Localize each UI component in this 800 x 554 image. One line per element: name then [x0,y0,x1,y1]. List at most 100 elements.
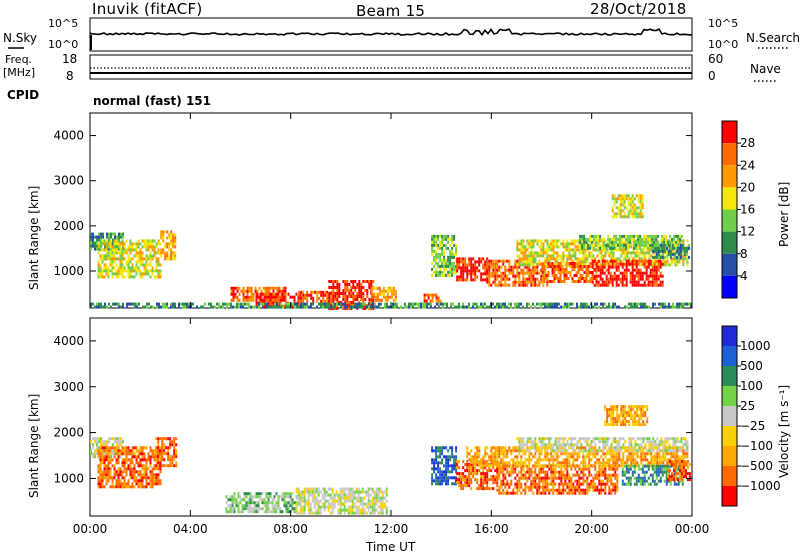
range-cell [268,305,270,309]
range-cell [99,455,102,459]
range-cell [255,504,258,508]
freq-tick-bottom: 8 [66,69,74,83]
range-cell [681,249,684,253]
range-cell [147,245,150,249]
range-cell [629,203,632,207]
range-cell [370,289,373,293]
range-cell [600,251,603,255]
range-cell [297,295,300,299]
range-cell [360,283,363,286]
range-cell [681,246,684,250]
range-cell [666,251,669,255]
range-cell [118,437,120,441]
range-cell [121,485,124,489]
range-cell [534,239,537,243]
range-cell [117,269,120,273]
range-cell [468,472,471,476]
range-cell [328,302,330,306]
range-cell [550,470,553,474]
range-cell [676,260,679,264]
range-cell [512,265,515,269]
range-cell [506,449,509,453]
range-cell [125,239,128,243]
range-cell [653,265,656,269]
range-cell [333,499,336,503]
range-cell [518,274,521,278]
range-cell [348,283,351,286]
range-cell [325,499,328,503]
range-cell [155,452,158,456]
range-cell [651,274,654,278]
range-cell [100,305,102,309]
range-cell [640,263,643,267]
range-cell [564,305,566,309]
range-cell [362,295,365,298]
range-cell [538,464,541,468]
range-cell [173,455,176,459]
range-cell [381,511,384,515]
range-cell [567,262,570,265]
range-cell [103,242,106,246]
range-cell [252,305,254,309]
range-cell [335,493,338,497]
range-cell [528,242,531,246]
range-cell [149,245,152,249]
range-cell [599,237,602,241]
range-cell [299,508,302,512]
range-cell [480,461,483,465]
range-cell [556,257,559,261]
range-cell [92,446,94,450]
range-cell [359,502,362,506]
range-cell [131,485,134,489]
range-cell [322,290,325,294]
range-cell [588,482,591,486]
range-cell [358,286,361,289]
range-cell [208,302,210,306]
range-cell [158,305,160,309]
range-cell [332,289,335,292]
range-cell [145,242,148,246]
range-cell [447,258,450,262]
range-cell [145,266,148,270]
range-cell [160,233,163,237]
range-cell [99,242,102,246]
range-cell [241,504,244,508]
range-cell [480,302,482,306]
range-cell [275,292,278,296]
range-cell [611,259,614,263]
range-cell [552,491,555,495]
range-cell [162,305,164,309]
range-cell [524,476,527,480]
range-cell [309,493,312,497]
range-cell [453,237,456,241]
range-cell [460,260,463,264]
range-cell [679,252,682,256]
range-cell [595,234,598,238]
range-cell [621,240,624,244]
range-cell [451,264,454,268]
range-cell [328,305,330,309]
range-cell [370,283,373,286]
range-cell [151,269,154,273]
range-cell [597,234,600,238]
range-cell [308,305,310,309]
range-cell [506,461,509,465]
range-cell [153,245,156,249]
range-cell [508,262,511,266]
range-cell [472,466,475,470]
range-cell [657,283,660,287]
range-cell [351,511,354,515]
range-cell [564,476,567,480]
range-cell [484,260,487,264]
range-cell [666,263,669,267]
range-cell [105,464,108,468]
range-cell [379,496,382,500]
range-cell [492,452,495,456]
range-cell [572,239,575,243]
range-cell [544,488,547,492]
range-cell [633,206,636,210]
range-cell [171,440,174,444]
range-cell [526,464,529,468]
range-cell [524,263,527,267]
range-cell [141,476,144,480]
